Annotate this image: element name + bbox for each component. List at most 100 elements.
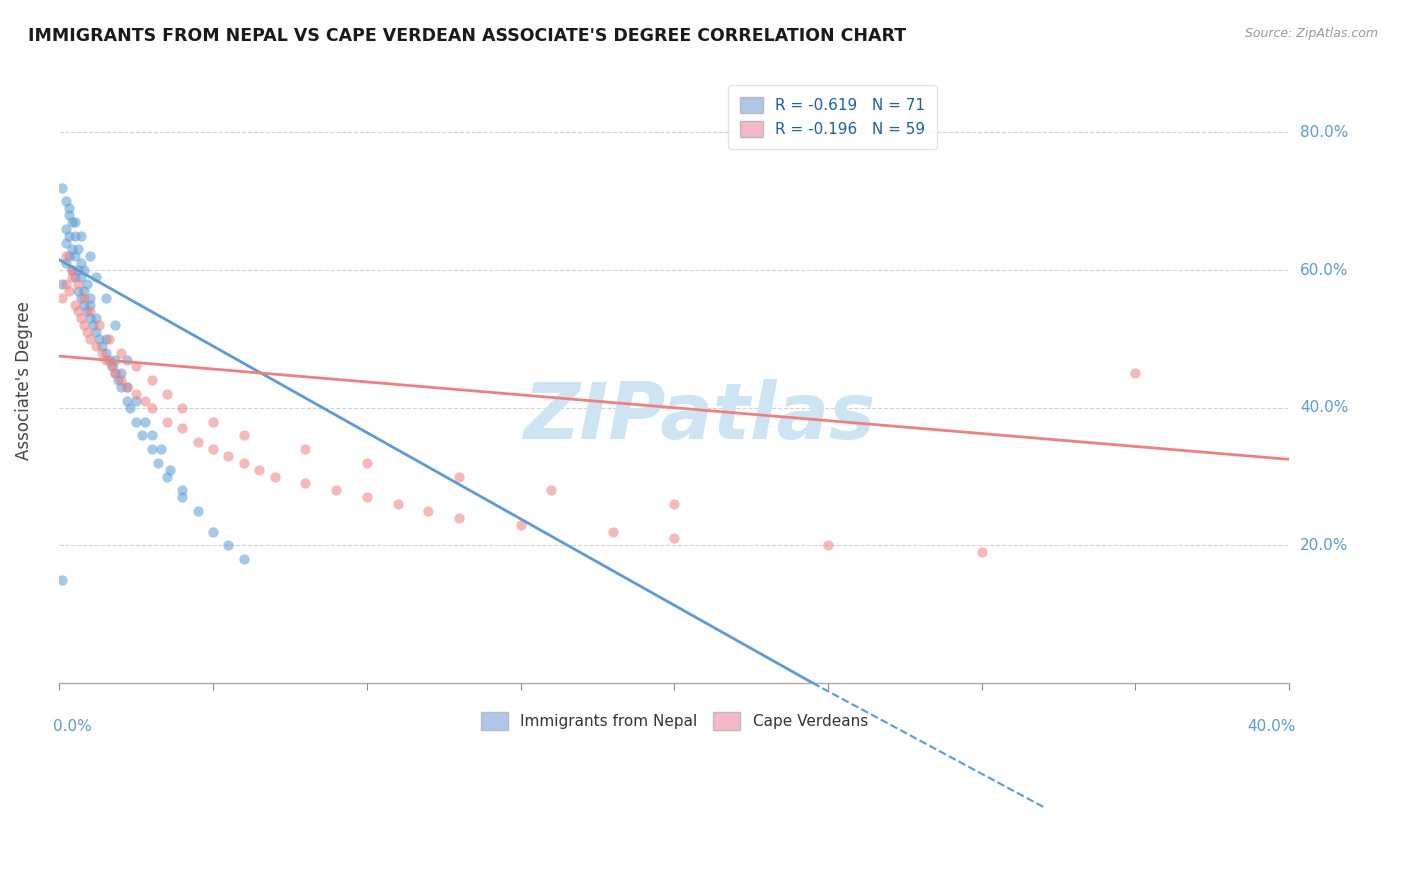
Point <box>146 456 169 470</box>
Point <box>73 263 96 277</box>
Point <box>73 297 96 311</box>
Point <box>104 367 127 381</box>
Point <box>141 401 163 415</box>
Point <box>94 345 117 359</box>
Point <box>294 476 316 491</box>
Point <box>94 352 117 367</box>
Point <box>100 359 122 374</box>
Text: 40.0%: 40.0% <box>1301 401 1348 416</box>
Point <box>125 415 148 429</box>
Point <box>51 573 73 587</box>
Point <box>156 387 179 401</box>
Point <box>141 373 163 387</box>
Point <box>509 517 531 532</box>
Point <box>55 277 77 291</box>
Point <box>172 483 194 498</box>
Text: 60.0%: 60.0% <box>1301 262 1348 277</box>
Point <box>58 228 80 243</box>
Point <box>63 297 86 311</box>
Point <box>172 421 194 435</box>
Point <box>55 249 77 263</box>
Point <box>82 318 104 333</box>
Point <box>131 428 153 442</box>
Point <box>187 504 209 518</box>
Text: Source: ZipAtlas.com: Source: ZipAtlas.com <box>1244 27 1378 40</box>
Point <box>76 325 98 339</box>
Point <box>60 270 83 285</box>
Point <box>232 428 254 442</box>
Point <box>325 483 347 498</box>
Point <box>55 256 77 270</box>
Point <box>149 442 172 456</box>
Text: 20.0%: 20.0% <box>1301 538 1348 553</box>
Point <box>84 339 107 353</box>
Point <box>202 415 225 429</box>
Point <box>60 263 83 277</box>
Point <box>66 243 89 257</box>
Point <box>134 393 156 408</box>
Point <box>449 511 471 525</box>
Point <box>97 332 120 346</box>
Point <box>51 277 73 291</box>
Point <box>187 435 209 450</box>
Point <box>115 393 138 408</box>
Point <box>104 352 127 367</box>
Point <box>66 304 89 318</box>
Point <box>232 456 254 470</box>
Point <box>202 524 225 539</box>
Point <box>125 393 148 408</box>
Point <box>817 538 839 552</box>
Point <box>110 345 132 359</box>
Point <box>70 291 93 305</box>
Text: ZIPatlas: ZIPatlas <box>523 378 875 455</box>
Point <box>115 380 138 394</box>
Point <box>55 222 77 236</box>
Point <box>58 249 80 263</box>
Point <box>110 380 132 394</box>
Point <box>70 270 93 285</box>
Point <box>63 215 86 229</box>
Point <box>76 304 98 318</box>
Point <box>104 367 127 381</box>
Text: 40.0%: 40.0% <box>1247 719 1295 734</box>
Point <box>356 490 378 504</box>
Point <box>58 208 80 222</box>
Legend: Immigrants from Nepal, Cape Verdeans: Immigrants from Nepal, Cape Verdeans <box>475 706 875 736</box>
Point <box>1125 367 1147 381</box>
Point <box>66 284 89 298</box>
Point <box>104 318 127 333</box>
Point <box>156 415 179 429</box>
Point <box>664 497 686 511</box>
Point <box>73 318 96 333</box>
Point <box>51 291 73 305</box>
Point <box>94 291 117 305</box>
Text: 80.0%: 80.0% <box>1301 125 1348 140</box>
Point <box>79 249 101 263</box>
Point <box>63 228 86 243</box>
Point <box>70 256 93 270</box>
Text: IMMIGRANTS FROM NEPAL VS CAPE VERDEAN ASSOCIATE'S DEGREE CORRELATION CHART: IMMIGRANTS FROM NEPAL VS CAPE VERDEAN AS… <box>28 27 907 45</box>
Point <box>125 387 148 401</box>
Point <box>100 359 122 374</box>
Point <box>120 401 142 415</box>
Point <box>449 469 471 483</box>
Point <box>73 291 96 305</box>
Point <box>172 490 194 504</box>
Point <box>79 297 101 311</box>
Point <box>540 483 562 498</box>
Point <box>664 532 686 546</box>
Point <box>84 270 107 285</box>
Point <box>58 201 80 215</box>
Point <box>79 311 101 326</box>
Point <box>202 442 225 456</box>
Point <box>84 325 107 339</box>
Point <box>418 504 440 518</box>
Point <box>263 469 285 483</box>
Point <box>110 373 132 387</box>
Y-axis label: Associate's Degree: Associate's Degree <box>15 301 32 459</box>
Point <box>141 428 163 442</box>
Point <box>97 352 120 367</box>
Point <box>58 284 80 298</box>
Point <box>79 332 101 346</box>
Point <box>63 270 86 285</box>
